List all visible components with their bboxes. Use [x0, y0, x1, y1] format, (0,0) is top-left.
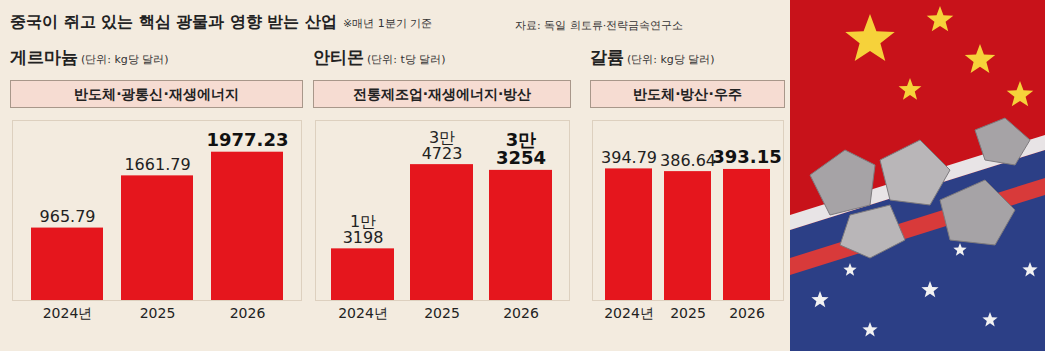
svg-text:3만3254: 3만3254	[496, 129, 546, 168]
html-text:반도체·광통신·재생에너지: 반도체·광통신·재생에너지	[74, 86, 239, 102]
svg-text:386.64: 386.64	[660, 151, 716, 170]
svg-text:2026: 2026	[230, 305, 266, 321]
svg-text:394.79: 394.79	[601, 148, 657, 167]
svg-text:3만4723: 3만4723	[422, 128, 463, 163]
svg-text:2025: 2025	[670, 305, 706, 321]
svg-text:2026: 2026	[729, 305, 765, 321]
svg-text:2024년: 2024년	[43, 305, 93, 321]
html-text:중국이 쥐고 있는 핵심 광물과 영향 받는 산업 ※매년: 중국이 쥐고 있는 핵심 광물과 영향 받는 산업 ※매년 1분기 기준	[10, 12, 433, 31]
html-text:자료: 독일 희토류·전략금속연구소: 자료: 독일 희토류·전략금속연구소	[515, 19, 684, 32]
html-text:갈륨 (단위: kg당 달러): 갈륨 (단위: kg당 달러)	[590, 47, 715, 67]
html-text:게르마늄 (단위: kg당 달러): 게르마늄 (단위: kg당 달러)	[10, 47, 169, 67]
svg-text:1만3198: 1만3198	[343, 212, 384, 247]
html-text:반도체·방산·우주: 반도체·방산·우주	[633, 86, 742, 102]
svg-text:2026: 2026	[503, 305, 539, 321]
svg-text:2024년: 2024년	[604, 305, 654, 321]
svg-text:1977.23: 1977.23	[207, 129, 289, 150]
html-text:안티몬 (단위: t당 달러): 안티몬 (단위: t당 달러)	[313, 47, 446, 67]
svg-text:2025: 2025	[424, 305, 460, 321]
svg-text:393.15: 393.15	[712, 146, 781, 167]
svg-text:1661.79: 1661.79	[124, 155, 190, 174]
svg-text:965.79: 965.79	[40, 207, 96, 226]
svg-text:2025: 2025	[140, 305, 176, 321]
svg-text:2024년: 2024년	[338, 305, 388, 321]
html-text:전통제조업·재생에너지·방산: 전통제조업·재생에너지·방산	[352, 86, 532, 102]
